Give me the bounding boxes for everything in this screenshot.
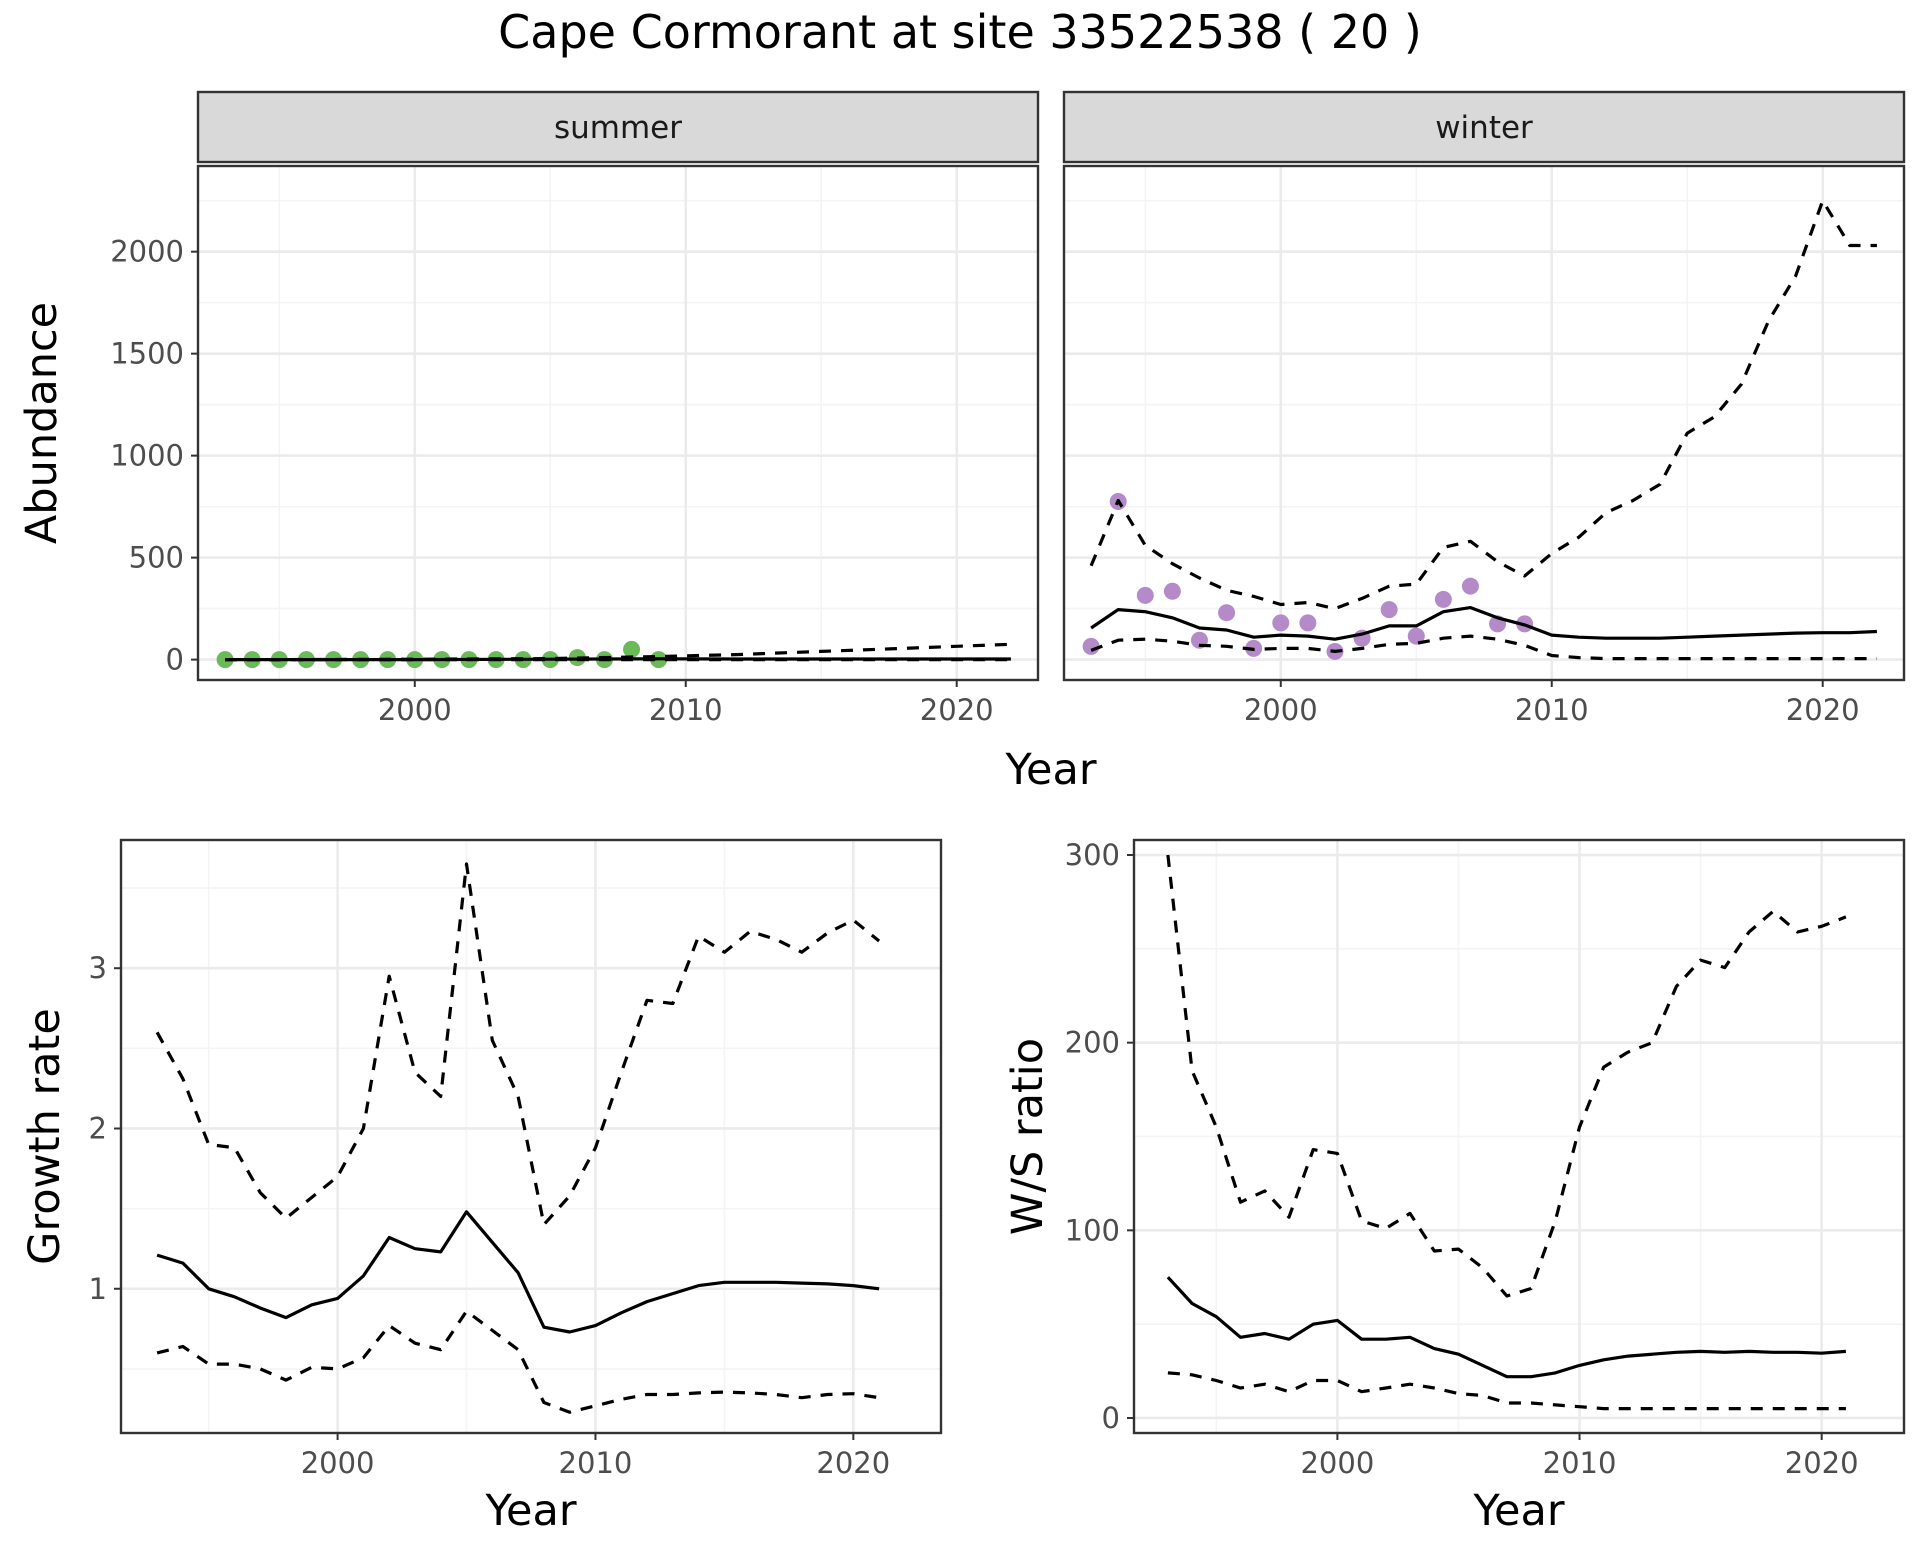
x-tick-label: 2010	[649, 693, 723, 727]
data-point	[1380, 601, 1398, 619]
y-axis-label: W/S ratio	[1003, 1038, 1053, 1235]
estimate-line	[1090, 606, 1877, 641]
series-group	[216, 640, 1011, 669]
panel-summer: summer 2000 2010 2020 0 500 1000 1500 2000	[110, 90, 1040, 727]
x-tick-label: 2010	[1543, 1446, 1617, 1480]
y-tick-label: 2000	[110, 235, 184, 269]
panel-border	[196, 164, 1040, 682]
strip-background	[1062, 90, 1906, 164]
panel-background	[121, 840, 941, 1433]
x-tick-label: 2020	[1785, 1446, 1859, 1480]
panel-ratio: 2000 2010 2020 0 100 200 300 Year W/S ratio	[1003, 838, 1906, 1536]
lower-ci-line	[156, 1309, 880, 1414]
x-tick-label: 2000	[378, 693, 452, 727]
x-axis-label: Year	[1004, 745, 1096, 795]
x-tick-label: 2000	[1300, 1446, 1374, 1480]
data-point	[1163, 582, 1181, 600]
estimate-line	[156, 1210, 880, 1334]
data-point	[1272, 614, 1290, 632]
panel-winter: winter 2000 2010 2020	[1062, 90, 1906, 727]
data-point	[1299, 614, 1317, 632]
y-tick-label: 1000	[110, 439, 184, 473]
data-point	[1407, 627, 1425, 645]
panel-growth: 2000 2010 2020 1 2 3 Year Growth rate	[20, 838, 943, 1536]
chart-title: Cape Cormorant at site 33522538 ( 20 )	[498, 5, 1422, 59]
y-tick-label: 1	[89, 1272, 107, 1306]
x-tick-label: 2010	[559, 1446, 633, 1480]
y-axis-label: Abundance	[17, 302, 67, 544]
series-group	[155, 862, 881, 1414]
x-tick-label: 2000	[1244, 693, 1318, 727]
series-group	[1082, 199, 1877, 661]
y-tick-label: 1500	[110, 337, 184, 371]
y-tick-label: 2	[89, 1111, 107, 1145]
data-point	[216, 651, 234, 669]
x-tick-label: 2000	[301, 1446, 375, 1480]
x-tick-label: 2020	[1786, 693, 1860, 727]
estimate-line	[1166, 1276, 1847, 1379]
panel-border	[119, 838, 943, 1435]
lower-ci-line	[1167, 1371, 1846, 1411]
strip-label: winter	[1435, 110, 1533, 146]
strip-background	[196, 90, 1040, 164]
y-tick-label: 3	[89, 951, 107, 985]
panel-background	[1064, 166, 1904, 680]
y-axis-label: Growth rate	[20, 1008, 70, 1265]
upper-ci-line	[1166, 854, 1847, 1298]
data-point	[1461, 577, 1479, 595]
data-point	[1136, 586, 1154, 604]
data-point	[1082, 637, 1100, 655]
x-tick-label: 2020	[816, 1446, 890, 1480]
strip-label: summer	[554, 110, 682, 146]
panel-border	[1062, 164, 1906, 682]
data-point	[1218, 604, 1236, 622]
y-tick-label: 300	[1065, 838, 1120, 872]
y-tick-label: 0	[166, 643, 184, 677]
panel-border	[1132, 838, 1906, 1435]
lower-ci-line	[1090, 634, 1877, 661]
x-axis-label: Year	[484, 1486, 576, 1536]
upper-ci-line	[1089, 199, 1877, 611]
upper-ci-line	[155, 862, 881, 1227]
y-tick-label: 100	[1065, 1213, 1120, 1247]
x-axis-label: Year	[1472, 1486, 1564, 1536]
data-point	[1434, 590, 1452, 608]
series-group	[1166, 854, 1847, 1411]
x-tick-label: 2010	[1515, 693, 1589, 727]
y-tick-label: 200	[1065, 1026, 1120, 1060]
panel-background	[198, 166, 1038, 680]
data-point	[623, 640, 641, 658]
y-tick-label: 500	[129, 541, 184, 575]
x-tick-label: 2020	[920, 693, 994, 727]
y-tick-label: 0	[1102, 1401, 1120, 1435]
